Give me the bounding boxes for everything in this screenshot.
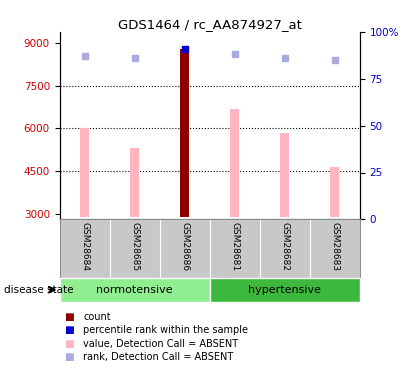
- Bar: [210, 278, 360, 302]
- Text: ■: ■: [64, 352, 74, 362]
- Text: disease state: disease state: [4, 285, 74, 295]
- Text: value, Detection Call = ABSENT: value, Detection Call = ABSENT: [83, 339, 238, 349]
- Text: ■: ■: [64, 326, 74, 335]
- Title: GDS1464 / rc_AA874927_at: GDS1464 / rc_AA874927_at: [118, 18, 302, 31]
- Text: count: count: [83, 312, 111, 322]
- Text: GSM28681: GSM28681: [230, 222, 239, 272]
- Text: GSM28686: GSM28686: [180, 222, 189, 272]
- Text: rank, Detection Call = ABSENT: rank, Detection Call = ABSENT: [83, 352, 234, 362]
- Text: GSM28682: GSM28682: [280, 222, 289, 271]
- Text: GSM28684: GSM28684: [80, 222, 89, 271]
- Bar: [130, 148, 139, 216]
- Bar: [60, 278, 210, 302]
- Bar: [180, 49, 189, 216]
- Text: percentile rank within the sample: percentile rank within the sample: [83, 326, 248, 335]
- Text: ■: ■: [64, 339, 74, 349]
- Bar: [230, 109, 239, 216]
- Text: hypertensive: hypertensive: [248, 285, 321, 295]
- Text: GSM28683: GSM28683: [330, 222, 339, 272]
- Text: normotensive: normotensive: [96, 285, 173, 295]
- Bar: [330, 167, 339, 216]
- Text: GSM28685: GSM28685: [130, 222, 139, 272]
- Bar: [80, 129, 89, 216]
- Text: ■: ■: [64, 312, 74, 322]
- Bar: [280, 133, 289, 216]
